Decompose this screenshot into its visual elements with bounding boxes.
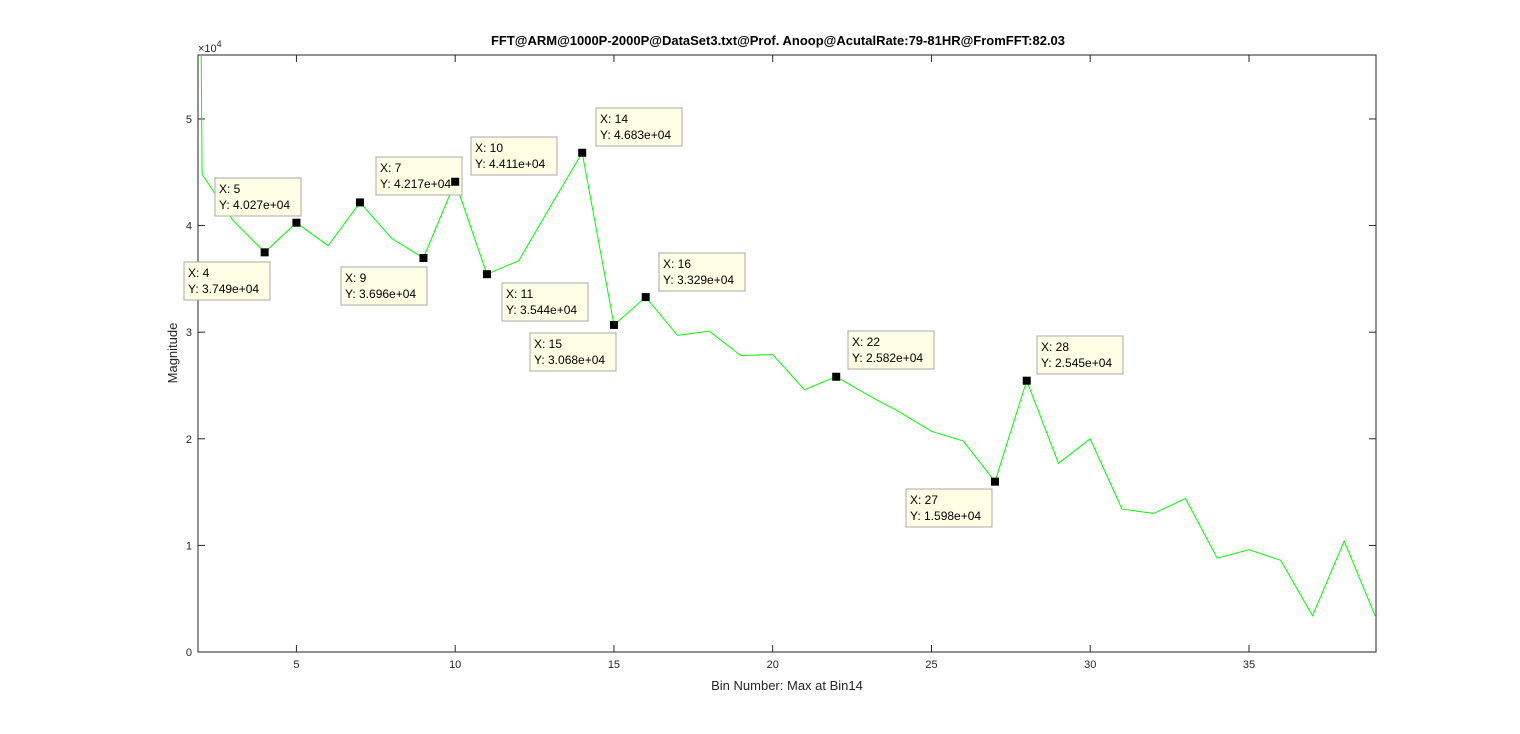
datatip: X: 9 Y: 3.696e+04 (340, 253, 428, 306)
datatip-box (183, 261, 271, 301)
datatip: X: 14 Y: 4.683e+04 (578, 107, 683, 157)
x-tick-label: 20 (767, 659, 779, 671)
datatip-box (375, 156, 463, 196)
datatip-box (905, 488, 993, 528)
datatip-x-label: X: 10 (475, 141, 503, 155)
datatip: X: 4 Y: 3.749e+04 (183, 248, 271, 301)
y-exponent-label: ×104 (198, 39, 222, 55)
datatip: X: 27 Y: 1.598e+04 (905, 477, 999, 528)
datatip-marker (990, 477, 999, 486)
datatip-marker (1022, 376, 1031, 385)
y-exponent-power: 4 (217, 39, 222, 49)
y-tick-label: 0 (186, 647, 192, 659)
datatip-marker (609, 320, 618, 329)
y-tick-label: 2 (186, 434, 192, 446)
datatip-y-label: Y: 3.329e+04 (663, 273, 734, 287)
datatip-y-label: Y: 1.598e+04 (910, 509, 981, 523)
datatip-y-label: Y: 4.411e+04 (475, 157, 546, 171)
x-tick-label: 5 (293, 659, 299, 671)
datatip-box (847, 330, 935, 370)
datatip: X: 10 Y: 4.411e+04 (451, 136, 558, 186)
x-tick-label: 15 (608, 659, 620, 671)
datatip-box (501, 282, 589, 322)
datatip-x-label: X: 11 (506, 287, 533, 301)
y-exponent-base: ×10 (198, 43, 217, 55)
datatip: X: 7 Y: 4.217e+04 (355, 156, 463, 207)
y-tick-label: 4 (186, 221, 192, 233)
datatip-marker (832, 372, 841, 381)
datatip-x-label: X: 7 (380, 161, 402, 175)
x-tick-label: 25 (925, 659, 937, 671)
datatip-x-label: X: 14 (600, 112, 628, 126)
datatip: X: 15 Y: 3.068e+04 (529, 320, 618, 372)
datatip-box (595, 107, 683, 147)
datatip-x-label: X: 4 (188, 266, 210, 280)
datatip: X: 28 Y: 2.545e+04 (1022, 335, 1124, 385)
y-tick-label: 5 (186, 114, 192, 126)
x-tick-label: 30 (1084, 659, 1096, 671)
datatip-x-label: X: 27 (910, 493, 938, 507)
datatip-marker (578, 148, 587, 157)
chart-title: FFT@ARM@1000P-2000P@DataSet3.txt@Prof. A… (491, 33, 1065, 48)
datatip-y-label: Y: 3.749e+04 (188, 282, 259, 296)
x-tick-label: 35 (1243, 659, 1255, 671)
datatip-box (1036, 335, 1124, 375)
y-tick-label: 1 (186, 540, 192, 552)
datatip-y-label: Y: 3.068e+04 (534, 353, 605, 367)
datatip-box (658, 252, 746, 292)
datatip-marker (292, 218, 301, 227)
datatip: X: 22 Y: 2.582e+04 (832, 330, 935, 381)
datatip-y-label: Y: 3.544e+04 (506, 303, 577, 317)
datatip-marker (355, 198, 364, 207)
datatip: X: 5 Y: 4.027e+04 (214, 177, 302, 227)
datatip-marker (641, 293, 650, 302)
series-line (200, 55, 1376, 619)
y-axis-label: Magnitude (165, 323, 180, 384)
datatip-y-label: Y: 3.696e+04 (345, 287, 416, 301)
datatip: X: 16 Y: 3.329e+04 (641, 252, 746, 302)
datatip-y-label: Y: 2.582e+04 (852, 351, 923, 365)
datatip-x-label: X: 28 (1041, 340, 1069, 354)
datatip-y-label: Y: 2.545e+04 (1041, 356, 1112, 370)
datatip-box (214, 177, 302, 217)
datatip-box (470, 136, 558, 176)
plot-area: 5 10 15 20 25 30 35 0 1 2 3 4 5 X: 4 Y: 3.749e+04 X: 5 Y… (183, 54, 1377, 671)
x-axis-label: Bin Number: Max at Bin14 (711, 678, 863, 693)
datatip-marker (419, 253, 428, 262)
datatip-y-label: Y: 4.217e+04 (380, 177, 451, 191)
datatip-box (529, 332, 617, 372)
datatip-x-label: X: 16 (663, 257, 691, 271)
datatip-x-label: X: 5 (219, 182, 241, 196)
datatip: X: 11 Y: 3.544e+04 (482, 270, 589, 322)
datatip-y-label: Y: 4.027e+04 (219, 198, 290, 212)
datatip-x-label: X: 9 (345, 271, 367, 285)
datatip-marker (482, 270, 491, 279)
datatip-marker (260, 248, 269, 257)
x-tick-label: 10 (449, 659, 461, 671)
datatip-box (340, 266, 428, 306)
axes-box (197, 54, 1377, 653)
datatip-marker (451, 177, 460, 186)
datatip-x-label: X: 22 (852, 335, 880, 349)
y-tick-label: 3 (186, 327, 192, 339)
datatip-x-label: X: 15 (534, 337, 562, 351)
datatip-y-label: Y: 4.683e+04 (600, 128, 671, 142)
